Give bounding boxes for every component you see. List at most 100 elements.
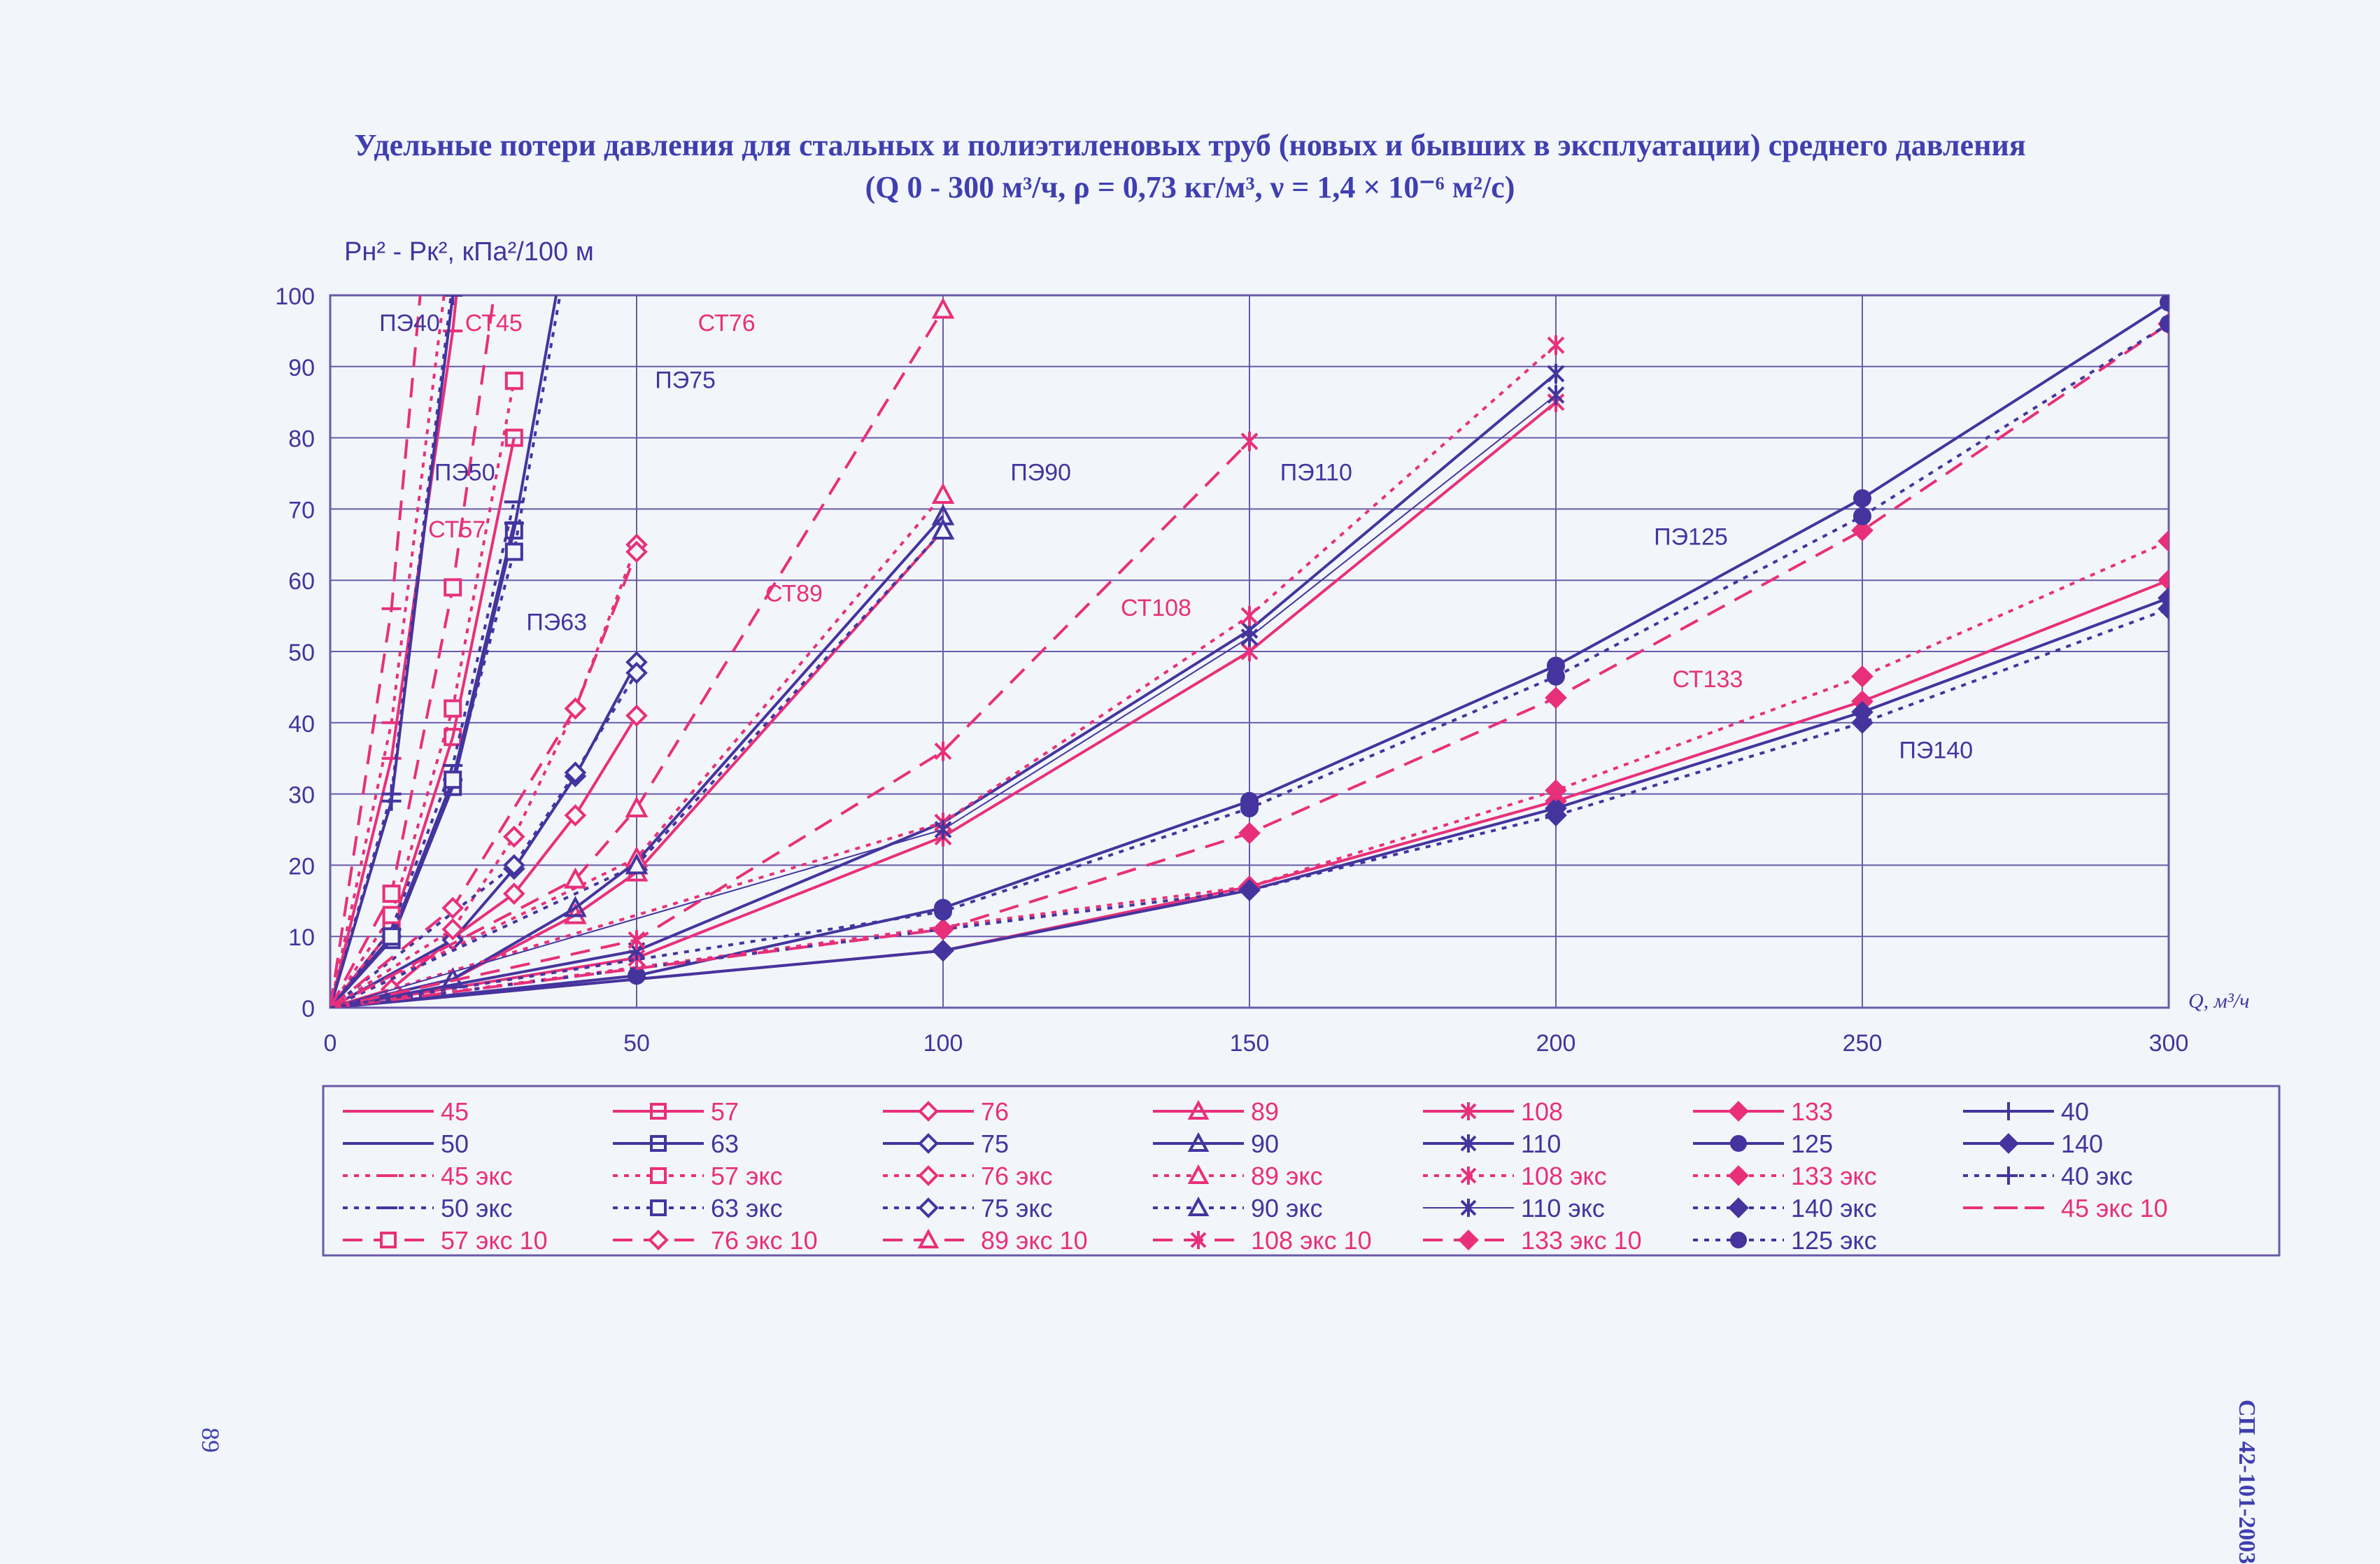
legend-item: 40 xyxy=(1963,1097,2089,1126)
data-point xyxy=(1187,1164,1210,1184)
series-line xyxy=(330,437,516,1008)
data-point xyxy=(650,1103,667,1120)
document-code: СП 42-101-2003 xyxy=(2234,1400,2260,1564)
legend-item: 76 xyxy=(883,1097,1009,1126)
legend-item: 108 экс xyxy=(1423,1162,1607,1190)
series-annotation: СТ45 xyxy=(465,310,523,337)
legend-label: 45 экс xyxy=(441,1162,513,1190)
chart-title-line2: (Q 0 - 300 м³/ч, ρ = 0,73 кг/м³, ν = 1,4… xyxy=(865,170,1515,204)
legend-label: 125 xyxy=(1791,1129,1833,1158)
data-point xyxy=(1460,1167,1477,1185)
legend-item: 57 xyxy=(613,1097,739,1126)
data-point xyxy=(1547,335,1565,355)
y-tick-label: 80 xyxy=(288,426,315,453)
data-point xyxy=(1853,489,1871,508)
data-point xyxy=(382,885,401,903)
data-point xyxy=(648,1230,669,1251)
data-point xyxy=(932,918,954,940)
data-point xyxy=(931,297,955,319)
data-point xyxy=(2158,530,2169,553)
data-point xyxy=(443,272,462,291)
data-point xyxy=(625,853,649,875)
y-tick-label: 60 xyxy=(288,568,315,595)
series-110-экс xyxy=(330,385,1565,1008)
data-point xyxy=(625,796,649,817)
series-line xyxy=(330,596,2169,1008)
data-point xyxy=(381,784,402,804)
data-point xyxy=(918,1101,939,1122)
legend-label: 108 экс 10 xyxy=(1251,1226,1372,1255)
series-annotation: ПЭ90 xyxy=(1010,460,1071,486)
legend-item: 89 xyxy=(1153,1097,1279,1126)
data-point xyxy=(1730,1135,1747,1152)
series-45-экс-10 xyxy=(330,295,422,1008)
legend-item: 110 xyxy=(1423,1129,1561,1158)
legend-label: 110 xyxy=(1521,1129,1561,1158)
legend-item: 133 xyxy=(1693,1097,1833,1126)
data-point xyxy=(1187,1099,1210,1120)
series-57 xyxy=(330,428,523,1008)
series-line xyxy=(330,672,638,1008)
y-axis-label: Pн² - Pк², кПа²/100 м xyxy=(344,237,594,267)
data-point xyxy=(650,1135,667,1152)
legend-item: 45 экс xyxy=(343,1162,513,1190)
chart-title: Удельные потери давления для стальных и … xyxy=(0,125,2380,209)
x-tick-label: 150 xyxy=(1230,1030,1270,1057)
series-annotation: СТ89 xyxy=(765,581,823,607)
legend-label: 89 экс xyxy=(1251,1162,1323,1190)
axis-ticks: 0 10 20 30 40 50 60 70 80 90 100 0 50 100 150 200 250 300 xyxy=(275,283,2188,1057)
legend-item: 50 экс xyxy=(343,1194,513,1223)
data-point xyxy=(1238,822,1261,845)
data-point xyxy=(917,1228,940,1248)
legend-label: 40 экс xyxy=(2061,1162,2133,1190)
legend-label: 57 xyxy=(711,1097,739,1126)
legend-label: 50 xyxy=(441,1129,469,1158)
data-point xyxy=(564,896,587,917)
legend-label: 89 xyxy=(1251,1097,1279,1126)
data-point xyxy=(1730,1232,1747,1248)
data-point xyxy=(1728,1197,1749,1218)
data-point xyxy=(1460,1199,1477,1217)
series-50 xyxy=(330,521,524,1008)
data-point xyxy=(1545,686,1567,709)
y-tick-label: 0 xyxy=(302,996,315,1022)
chart-title-line1: Удельные потери давления для стальных и … xyxy=(354,128,2026,162)
legend-label: 57 экс xyxy=(711,1162,783,1190)
legend-label: 75 xyxy=(981,1129,1009,1158)
data-point xyxy=(444,770,462,789)
legend-label: 63 экс xyxy=(711,1194,783,1223)
legend-label: 50 экс xyxy=(441,1194,513,1223)
series-45-экс xyxy=(330,295,446,1008)
legend-item: 125 xyxy=(1693,1129,1833,1158)
series-annotation: СТ108 xyxy=(1121,595,1191,621)
data-point xyxy=(934,902,952,921)
data-point xyxy=(382,927,401,946)
data-point xyxy=(918,1133,939,1154)
data-point xyxy=(1728,1165,1749,1186)
y-tick-label: 30 xyxy=(288,782,315,809)
x-tick-label: 0 xyxy=(324,1030,337,1057)
data-point xyxy=(564,761,587,784)
x-tick-label: 50 xyxy=(623,1030,650,1057)
legend-item: 76 экс xyxy=(883,1162,1053,1190)
legend-item: 133 экс 10 xyxy=(1423,1226,1642,1255)
data-point xyxy=(1547,667,1565,686)
chart-series xyxy=(330,272,2169,1008)
y-tick-label: 20 xyxy=(288,853,315,880)
data-point xyxy=(1999,1167,2018,1185)
data-point xyxy=(1547,363,1565,383)
data-point xyxy=(443,295,463,305)
legend-item: 50 xyxy=(343,1129,469,1158)
legend-item: 133 экс xyxy=(1693,1162,1877,1190)
data-point xyxy=(444,699,462,718)
legend-item: 57 экс 10 xyxy=(343,1226,548,1255)
series-annotation: ПЭ40 xyxy=(379,310,440,337)
data-point xyxy=(1458,1230,1479,1251)
data-point xyxy=(1240,606,1259,626)
x-tick-label: 100 xyxy=(923,1030,963,1057)
legend-item: 75 экс xyxy=(883,1194,1053,1223)
series-89-экс xyxy=(330,482,955,1008)
legend-label: 140 xyxy=(2061,1129,2103,1158)
x-axis-label: Q, м³/ч xyxy=(2188,989,2249,1013)
